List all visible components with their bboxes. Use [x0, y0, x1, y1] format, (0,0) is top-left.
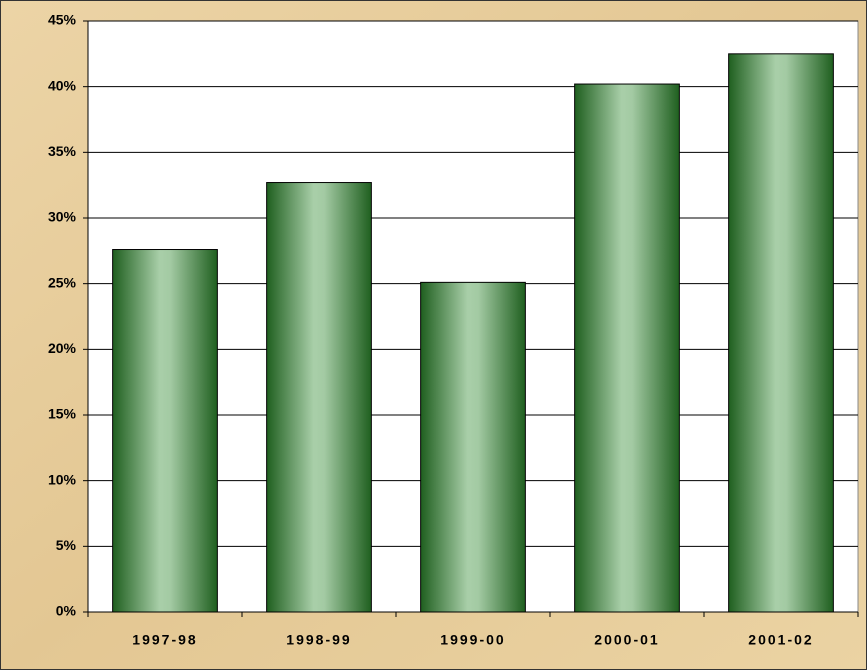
x-tick-label: 1999-00: [440, 632, 505, 648]
y-tick-label: 10%: [48, 471, 77, 487]
x-tick-label: 1998-99: [286, 632, 351, 648]
y-tick-label: 20%: [48, 340, 77, 356]
bar: [112, 249, 218, 613]
y-tick-label: 0%: [56, 603, 77, 619]
x-tick-label: 2001-02: [748, 632, 813, 648]
x-tick-label: 2000-01: [594, 632, 659, 648]
x-tick-label: 1997-98: [132, 632, 197, 648]
bar: [266, 182, 372, 613]
bar: [574, 83, 680, 613]
y-tick-label: 45%: [48, 12, 77, 28]
y-tick-label: 35%: [48, 143, 77, 159]
y-tick-label: 30%: [48, 209, 77, 225]
y-tick-label: 25%: [48, 274, 77, 290]
y-tick-label: 15%: [48, 406, 77, 422]
bar: [420, 281, 526, 613]
y-tick-label: 5%: [56, 537, 77, 553]
y-tick-label: 40%: [48, 77, 77, 93]
bar: [728, 53, 834, 613]
